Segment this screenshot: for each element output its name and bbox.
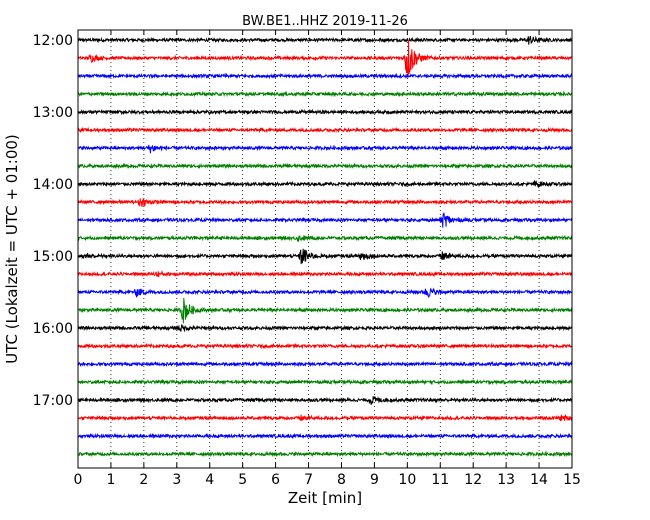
x-tick-label: 11 xyxy=(431,472,449,488)
x-tick-label: 12 xyxy=(464,472,482,488)
trace-1515 xyxy=(77,269,573,278)
trace-1300 xyxy=(77,108,573,116)
x-tick-label: 5 xyxy=(238,472,247,488)
trace-1700 xyxy=(77,396,573,405)
x-axis: 0 1 2 3 4 5 6 7 8 9 10 11 12 13 14 15 xyxy=(74,30,581,488)
trace-1745 xyxy=(77,450,573,458)
x-tick-label: 10 xyxy=(398,472,416,488)
x-tick-label: 13 xyxy=(497,472,515,488)
y-tick-label: 14:00 xyxy=(33,177,73,193)
x-tick-label: 6 xyxy=(271,472,280,488)
x-tick-label: 9 xyxy=(370,472,379,488)
y-axis: 12:00 13:00 14:00 15:00 16:00 17:00 xyxy=(33,33,572,409)
trace-group xyxy=(77,35,573,458)
x-tick-label: 14 xyxy=(530,472,548,488)
y-axis-label: UTC (Lokalzeit = UTC + 01:00) xyxy=(3,134,21,364)
plot-frame xyxy=(77,29,573,469)
trace-1600 xyxy=(77,324,573,333)
trace-1545 xyxy=(77,297,573,324)
x-tick-label: 4 xyxy=(205,472,214,488)
trace-1315 xyxy=(77,126,573,134)
trace-1645 xyxy=(77,378,573,386)
x-tick-label: 0 xyxy=(74,472,83,488)
trace-1730 xyxy=(77,432,573,440)
trace-1430 xyxy=(77,212,573,228)
x-tick-label: 7 xyxy=(304,472,313,488)
y-tick-label: 13:00 xyxy=(33,105,73,121)
trace-1215 xyxy=(77,40,573,78)
trace-1415 xyxy=(77,198,573,207)
x-tick-label: 3 xyxy=(172,472,181,488)
y-tick-label: 12:00 xyxy=(33,33,73,49)
trace-1330 xyxy=(77,144,573,154)
trace-1200 xyxy=(77,35,573,45)
trace-1400 xyxy=(77,179,573,189)
x-axis-label: Zeit [min] xyxy=(288,489,362,507)
x-tick-label: 8 xyxy=(337,472,346,488)
trace-1445 xyxy=(77,234,573,243)
y-tick-label: 16:00 xyxy=(33,321,73,337)
x-tick-label: 2 xyxy=(139,472,148,488)
x-tick-label: 15 xyxy=(563,472,581,488)
trace-1530 xyxy=(77,287,573,299)
y-tick-label: 17:00 xyxy=(33,393,73,409)
trace-1230 xyxy=(77,72,573,80)
trace-1715 xyxy=(77,413,573,422)
y-tick-label: 15:00 xyxy=(33,249,73,265)
trace-1245 xyxy=(77,90,573,98)
trace-1630 xyxy=(77,360,573,368)
x-tick-label: 1 xyxy=(106,472,115,488)
trace-1615 xyxy=(77,342,573,350)
chart-title: BW.BE1..HHZ 2019-11-26 xyxy=(242,14,408,29)
trace-1500 xyxy=(77,248,573,265)
trace-1345 xyxy=(77,162,573,170)
